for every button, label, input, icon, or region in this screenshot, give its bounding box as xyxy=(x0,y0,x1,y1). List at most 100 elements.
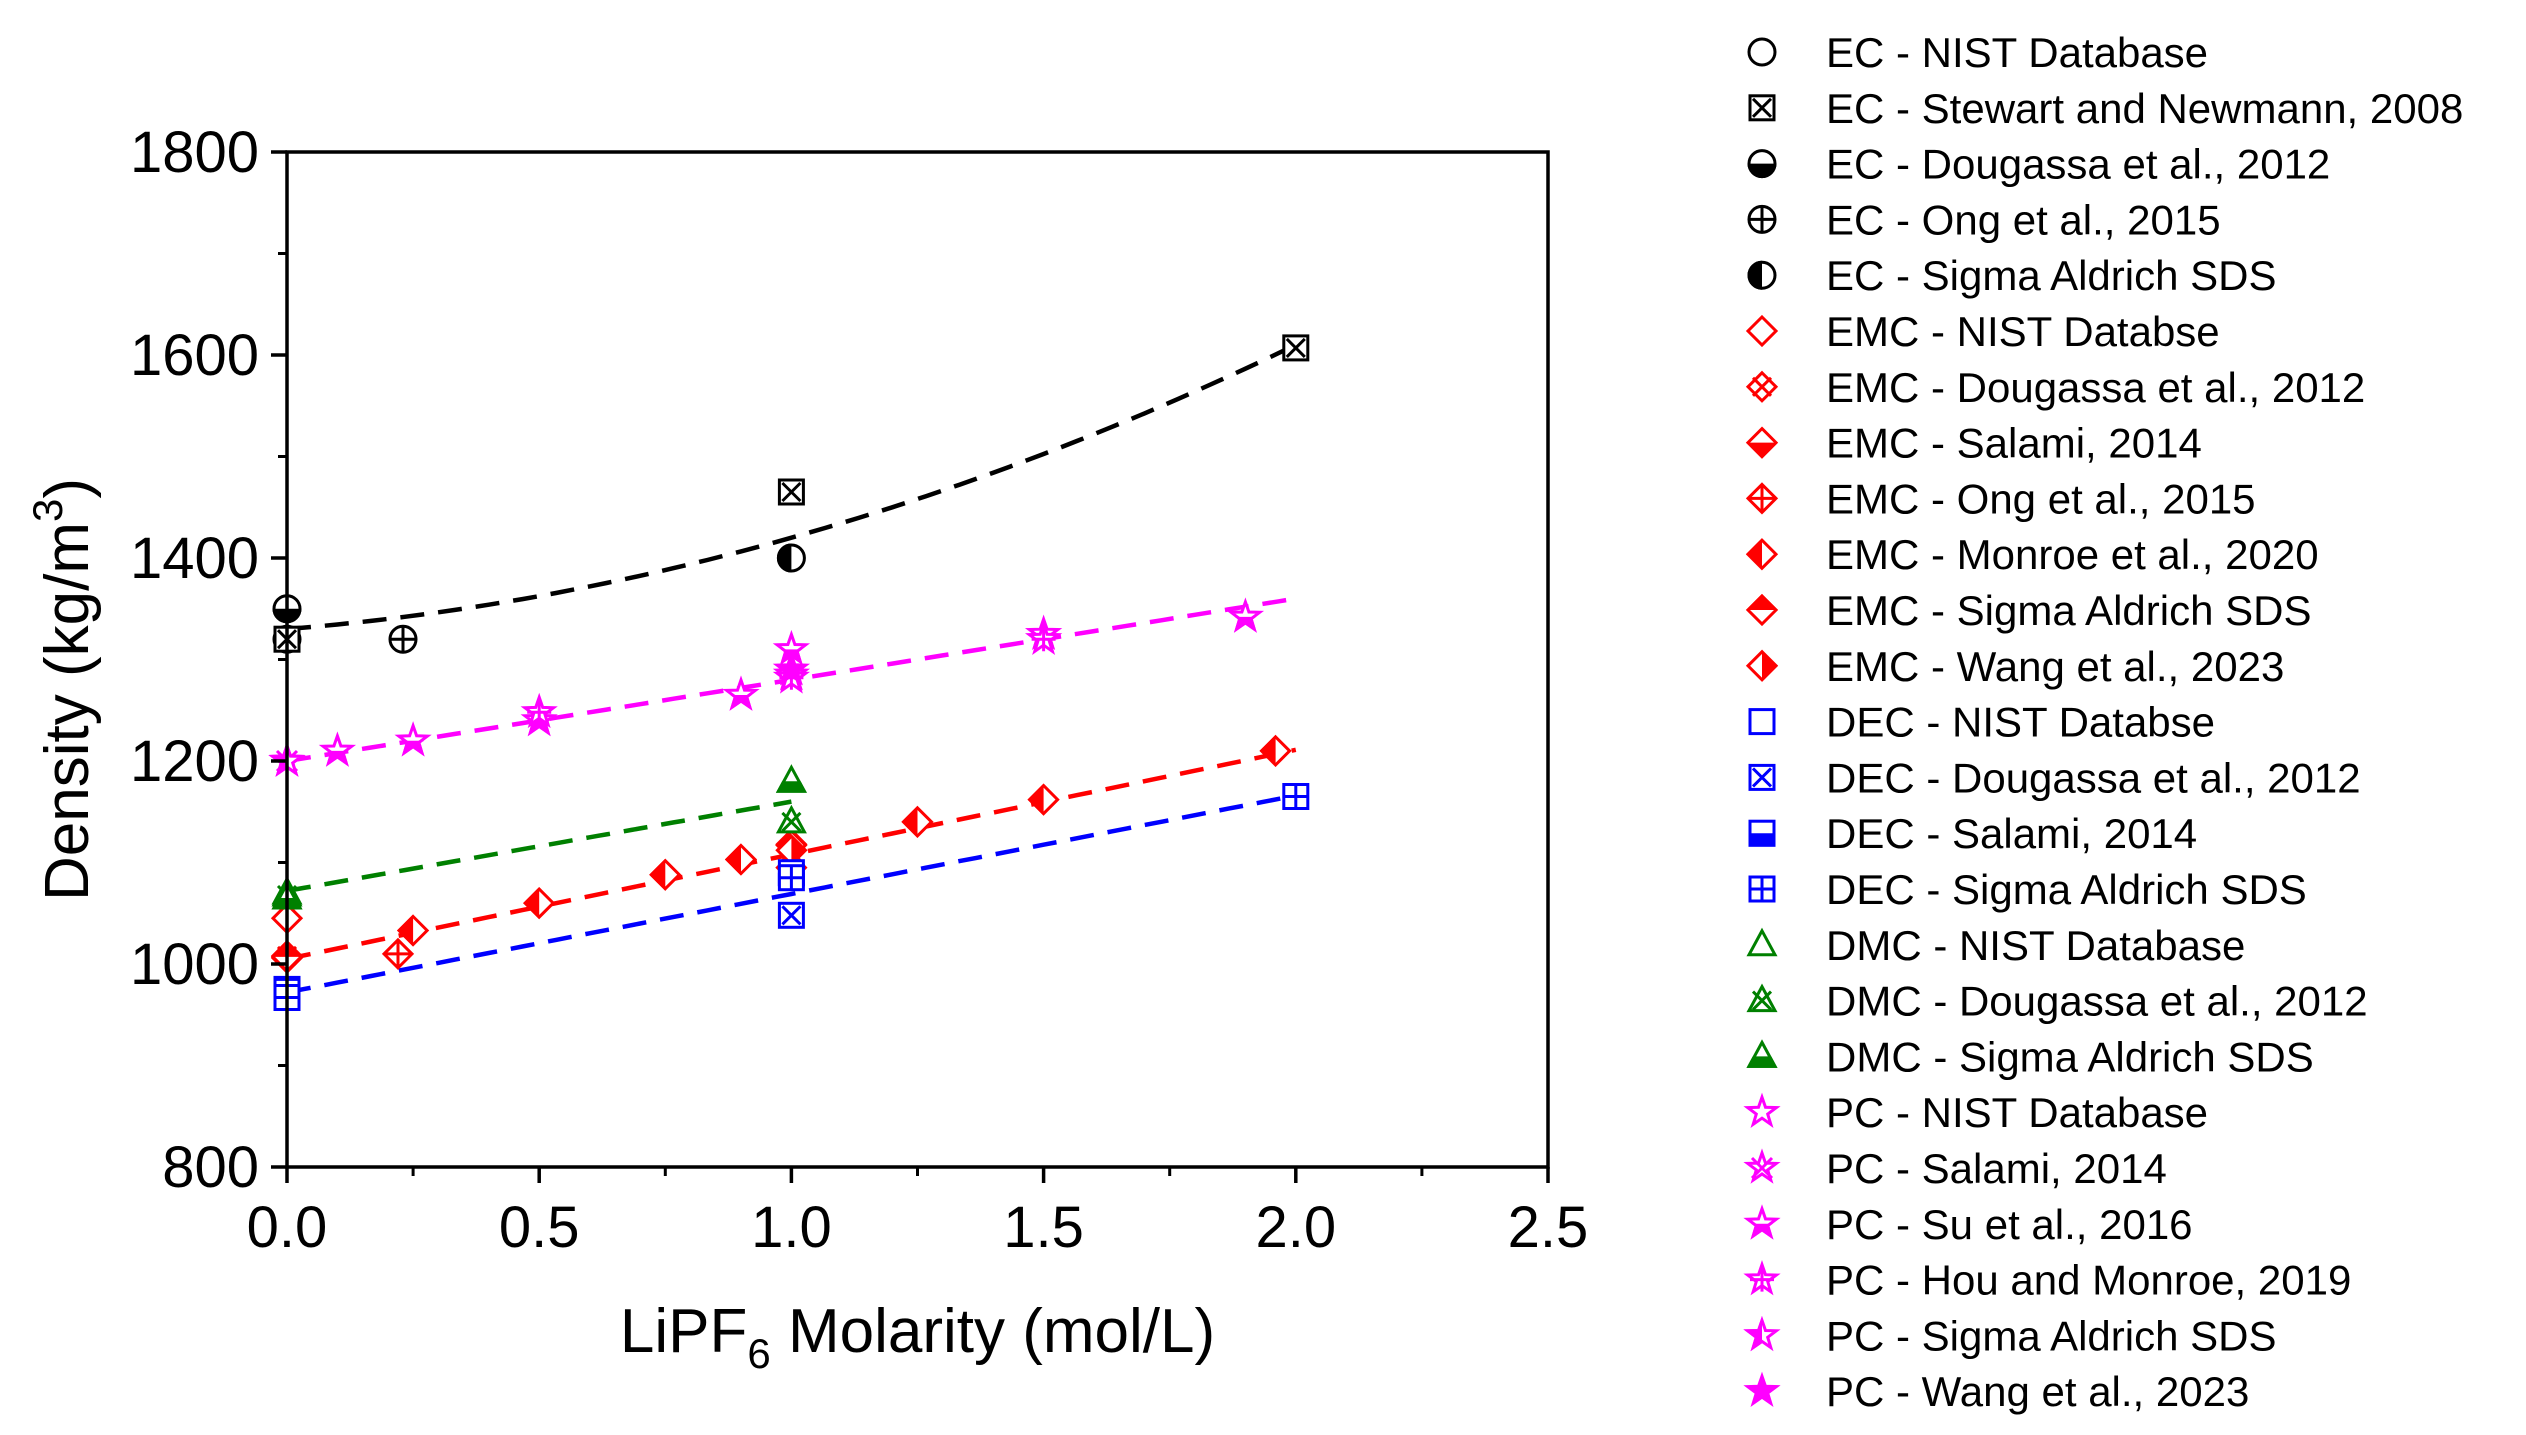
data-point-ec-stewart-and-newmann-2008-3 xyxy=(1282,334,1310,362)
legend-entry-ec-dougassa-et-al-2012: EC - Dougassa et al., 2012 xyxy=(1747,141,2330,188)
legend-label: EC - Sigma Aldrich SDS xyxy=(1826,252,2276,299)
y-tick-label: 1600 xyxy=(130,323,259,388)
data-point-emc-monroe-et-al-2020-8 xyxy=(1259,734,1292,768)
legend-entry-emc-monroe-et-al-2020: EMC - Monroe et al., 2020 xyxy=(1745,531,2319,578)
legend-entry-dec-salami-2014: DEC - Salami, 2014 xyxy=(1748,810,2197,857)
data-point-emc-monroe-et-al-2020-2 xyxy=(523,886,556,920)
legend-entry-ec-nist-database: EC - NIST Database xyxy=(1747,29,2208,76)
legend-label: DMC - Dougassa et al., 2012 xyxy=(1826,978,2368,1025)
legend-marker-dec-salami-2014 xyxy=(1748,819,1776,847)
legend-label: EMC - Sigma Aldrich SDS xyxy=(1826,587,2311,634)
series-emc-wang-et-al-2023 xyxy=(775,834,808,867)
dec-fit-line xyxy=(286,793,1297,995)
legend-marker-ec-stewart-and-newmann-2008 xyxy=(1748,94,1776,122)
data-point-ec-ong-et-al-2015-1 xyxy=(388,624,418,654)
legend-entry-emc-nist-databse: EMC - NIST Databse xyxy=(1745,308,2220,355)
data-point-dec-dougassa-et-al-2012-2 xyxy=(777,901,805,929)
legend-marker-pc-hou-and-monroe-2019 xyxy=(1743,1260,1781,1296)
x-tick-label: 1.5 xyxy=(1003,1195,1084,1260)
legend-marker-dec-dougassa-et-al-2012 xyxy=(1748,763,1776,791)
legend-label: EMC - Monroe et al., 2020 xyxy=(1826,531,2319,578)
axes: 0.0 0.5 1.0 1.5 2.0 2.5 800 1000 1200 1400 1600 180… xyxy=(130,120,1588,1260)
legend-label: DEC - NIST Databse xyxy=(1826,699,2215,746)
legend-entry-emc-wang-et-al-2023: EMC - Wang et al., 2023 xyxy=(1745,643,2284,690)
legend-label: DMC - NIST Database xyxy=(1826,922,2245,969)
data-point-ec-sigma-aldrich-sds-1 xyxy=(776,543,806,573)
legend-label: EMC - Dougassa et al., 2012 xyxy=(1826,364,2365,411)
legend-marker-pc-wang-et-al-2023 xyxy=(1743,1371,1781,1407)
data-point-pc-wang-et-al-2023-1 xyxy=(772,650,811,686)
data-point-pc-su-et-al-2016-2 xyxy=(394,721,432,757)
legend-label: PC - Su et al., 2016 xyxy=(1826,1201,2193,1248)
series-dec-salami-2014 xyxy=(273,859,805,1005)
series-ec-sigma-aldrich-sds xyxy=(776,543,806,573)
ec-fit-line xyxy=(286,342,1297,632)
legend-marker-dec-nist-databse xyxy=(1748,708,1776,736)
plot-frame xyxy=(285,150,1550,1169)
legend-entry-dec-sigma-aldrich-sds: DEC - Sigma Aldrich SDS xyxy=(1748,866,2307,913)
legend-marker-dec-sigma-aldrich-sds xyxy=(1748,875,1776,903)
legend-label: EC - Dougassa et al., 2012 xyxy=(1826,141,2330,188)
legend-entry-pc-wang-et-al-2023: PC - Wang et al., 2023 xyxy=(1743,1368,2249,1415)
data-point-emc-ong-et-al-2015-1 xyxy=(381,937,415,971)
legend-label: PC - Salami, 2014 xyxy=(1826,1145,2167,1192)
y-tick-label: 1400 xyxy=(130,526,259,591)
data-point-dmc-sigma-aldrich-sds-2 xyxy=(775,764,807,793)
data-point-pc-hou-and-monroe-2019-1 xyxy=(520,692,558,729)
legend-marker-dmc-sigma-aldrich-sds xyxy=(1746,1039,1778,1068)
data-point-dec-sigma-aldrich-sds-2 xyxy=(777,864,805,892)
legend-entry-emc-ong-et-al-2015: EMC - Ong et al., 2015 xyxy=(1745,475,2256,522)
data-points xyxy=(268,334,1310,1011)
series-emc-ong-et-al-2015 xyxy=(381,937,415,971)
data-point-pc-su-et-al-2016-7 xyxy=(1226,597,1265,633)
data-point-emc-monroe-et-al-2020-7 xyxy=(1027,783,1060,816)
legend-entry-pc-nist-database: PC - NIST Database xyxy=(1743,1089,2208,1136)
legend-marker-ec-nist-database xyxy=(1747,37,1777,67)
legend-entry-dec-nist-databse: DEC - NIST Databse xyxy=(1748,699,2215,746)
legend-entry-emc-salami-2014: EMC - Salami, 2014 xyxy=(1745,420,2202,467)
x-tick-label: 0.0 xyxy=(247,1195,328,1260)
legend: EC - NIST Database EC - Stewart and Newma… xyxy=(1743,29,2463,1415)
legend-label: DEC - Salami, 2014 xyxy=(1826,810,2197,857)
legend-entry-emc-dougassa-et-al-2012: EMC - Dougassa et al., 2012 xyxy=(1745,364,2365,411)
legend-marker-dmc-nist-database xyxy=(1746,927,1778,957)
dmc-fit-line xyxy=(286,799,792,894)
data-point-dmc-dougassa-et-al-2012-2 xyxy=(775,804,807,834)
legend-marker-emc-nist-databse xyxy=(1745,314,1779,348)
legend-label: PC - NIST Database xyxy=(1826,1089,2208,1136)
data-point-pc-su-et-al-2016-4 xyxy=(722,675,760,711)
legend-marker-dmc-dougassa-et-al-2012 xyxy=(1746,983,1778,1013)
legend-marker-pc-sigma-aldrich-sds xyxy=(1743,1315,1781,1352)
legend-entry-dec-dougassa-et-al-2012: DEC - Dougassa et al., 2012 xyxy=(1748,754,2361,801)
legend-entry-dmc-nist-database: DMC - NIST Database xyxy=(1746,922,2245,969)
legend-label: EMC - Ong et al., 2015 xyxy=(1826,475,2256,522)
legend-entry-ec-ong-et-al-2015: EC - Ong et al., 2015 xyxy=(1747,196,2221,243)
legend-entry-ec-sigma-aldrich-sds: EC - Sigma Aldrich SDS xyxy=(1747,252,2276,299)
legend-marker-emc-sigma-aldrich-sds xyxy=(1745,593,1779,627)
data-point-pc-hou-and-monroe-2019-3 xyxy=(1024,619,1063,655)
legend-marker-ec-dougassa-et-al-2012 xyxy=(1747,149,1777,179)
data-point-emc-monroe-et-al-2020-4 xyxy=(724,843,758,876)
legend-label: EMC - Salami, 2014 xyxy=(1826,420,2202,467)
legend-label: PC - Hou and Monroe, 2019 xyxy=(1826,1257,2351,1304)
legend-marker-ec-ong-et-al-2015 xyxy=(1747,204,1777,234)
legend-label: PC - Wang et al., 2023 xyxy=(1826,1368,2249,1415)
y-tick-label: 1000 xyxy=(130,932,259,997)
series-emc-monroe-et-al-2020 xyxy=(396,734,1292,947)
legend-marker-emc-salami-2014 xyxy=(1745,426,1779,459)
legend-entry-dmc-dougassa-et-al-2012: DMC - Dougassa et al., 2012 xyxy=(1746,978,2368,1025)
legend-marker-pc-nist-database xyxy=(1743,1092,1781,1128)
legend-marker-pc-su-et-al-2016 xyxy=(1743,1204,1781,1240)
legend-label: PC - Sigma Aldrich SDS xyxy=(1826,1312,2276,1359)
legend-marker-pc-salami-2014 xyxy=(1743,1148,1781,1184)
legend-label: EC - Stewart and Newmann, 2008 xyxy=(1826,85,2463,132)
legend-entry-pc-su-et-al-2016: PC - Su et al., 2016 xyxy=(1743,1201,2193,1248)
legend-entry-pc-sigma-aldrich-sds: PC - Sigma Aldrich SDS xyxy=(1743,1312,2276,1359)
legend-label: EMC - Wang et al., 2023 xyxy=(1826,643,2284,690)
data-point-emc-monroe-et-al-2020-1 xyxy=(396,914,430,947)
legend-label: DEC - Sigma Aldrich SDS xyxy=(1826,866,2307,913)
y-tick-label: 800 xyxy=(162,1135,259,1200)
legend-label: DMC - Sigma Aldrich SDS xyxy=(1826,1033,2314,1080)
x-tick-label: 2.5 xyxy=(1508,1195,1589,1260)
